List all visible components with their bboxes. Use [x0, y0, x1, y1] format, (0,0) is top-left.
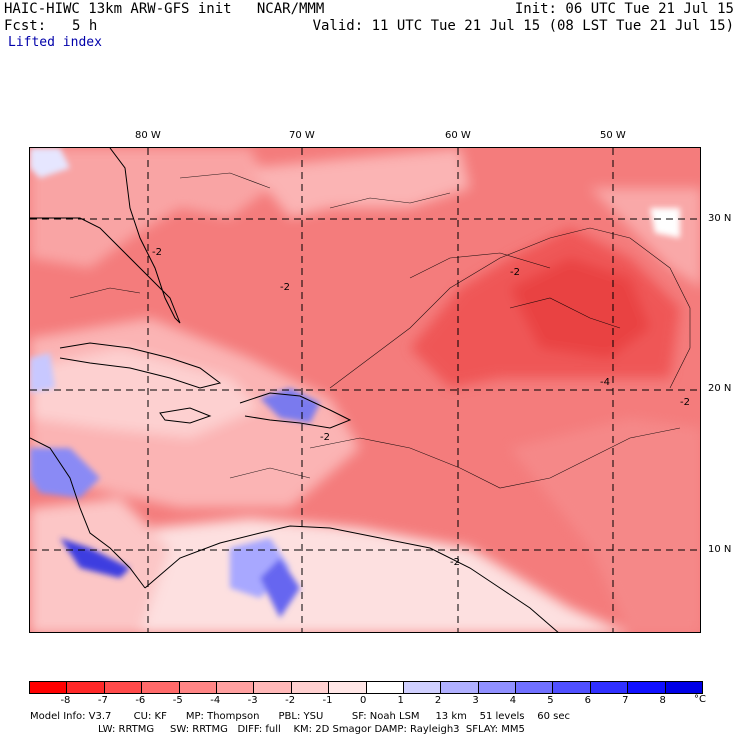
colorbar-tick-label: 4	[509, 695, 517, 706]
colorbar-swatch	[366, 682, 404, 693]
lon-label-60w: 60 W	[445, 130, 471, 141]
colorbar-swatch	[441, 682, 479, 693]
colorbar-swatch	[516, 682, 554, 693]
contour-label: -2	[280, 282, 290, 293]
colorbar-swatch	[590, 682, 629, 693]
contour-label: -2	[320, 432, 330, 443]
lon-label-70w: 70 W	[289, 130, 315, 141]
colorbar-unit: °C	[694, 694, 706, 705]
contour-label: -2	[152, 247, 162, 258]
colorbar-tick-label: 6	[584, 695, 592, 706]
colorbar-tick-label: -8	[60, 695, 71, 706]
lat-lon-grid	[30, 148, 700, 632]
contour-label: -2	[450, 557, 460, 568]
contour-label: -4	[600, 377, 610, 388]
colorbar-tick-label: 8	[659, 695, 666, 706]
model-info-line1: Model Info: V3.7 CU: KF MP: Thompson PBL…	[30, 711, 570, 722]
model-info-line2: LW: RRTMG SW: RRTMG DIFF: full KM: 2D Sm…	[98, 724, 525, 735]
colorbar-swatch	[254, 682, 292, 693]
colorbar-tick-label: -4	[210, 695, 221, 706]
colorbar-swatch	[216, 682, 255, 693]
lifted-index-map: -2 -2 -2 -2 -4 -2 -2	[29, 147, 701, 633]
colorbar-swatch	[179, 682, 217, 693]
colorbar-tick-label: 2	[434, 695, 442, 706]
colorbar-tick-label: -1	[322, 695, 333, 706]
coastlines	[30, 148, 559, 632]
contour-lines	[69, 172, 691, 489]
colorbar-swatch	[478, 682, 517, 693]
colorbar-tick-label: -7	[97, 695, 108, 706]
map-field-svg	[30, 148, 700, 632]
positive-lifted-index-patches	[30, 148, 680, 618]
init-time: Init: 06 UTC Tue 21 Jul 15	[514, 1, 734, 17]
colorbar-swatch	[291, 682, 330, 693]
colorbar-swatch	[104, 682, 143, 693]
valid-time: Valid: 11 UTC Tue 21 Jul 15 (08 LST Tue …	[312, 18, 734, 34]
colorbar-swatch	[30, 682, 68, 693]
colorbar-swatch	[403, 682, 442, 693]
colorbar-tick-label: 0	[360, 695, 367, 706]
forecast-hours: 5 h	[72, 18, 98, 34]
colorbar-swatch	[628, 682, 666, 693]
colorbar-swatch	[665, 682, 703, 693]
colorbar-swatch	[553, 682, 591, 693]
lat-label-30n: 30 N	[708, 213, 732, 224]
colorbar-tick-label: -3	[247, 695, 258, 706]
contour-label: -2	[510, 267, 520, 278]
colorbar-tick-label: -2	[285, 695, 296, 706]
colorbar-tick-label: -6	[135, 695, 146, 706]
colorbar-swatch	[142, 682, 180, 693]
colorbar-tick-label: 1	[397, 695, 404, 706]
model-title: HAIC-HIWC 13km ARW-GFS init NCAR/MMM	[4, 1, 325, 17]
field-name: Lifted index	[8, 35, 102, 50]
forecast-label: Fcst:	[4, 18, 47, 34]
colorbar-tick-label: -5	[172, 695, 183, 706]
colorbar-tick-label: 7	[622, 695, 629, 706]
colorbar	[29, 681, 703, 694]
lon-label-80w: 80 W	[135, 130, 161, 141]
lat-label-20n: 20 N	[708, 383, 732, 394]
colorbar-swatch	[329, 682, 367, 693]
lat-label-10n: 10 N	[708, 544, 732, 555]
colorbar-tick-label: 5	[547, 695, 554, 706]
lon-label-50w: 50 W	[600, 130, 626, 141]
contour-label: -2	[680, 397, 690, 408]
colorbar-swatch	[67, 682, 105, 693]
colorbar-tick-label: 3	[472, 695, 479, 706]
